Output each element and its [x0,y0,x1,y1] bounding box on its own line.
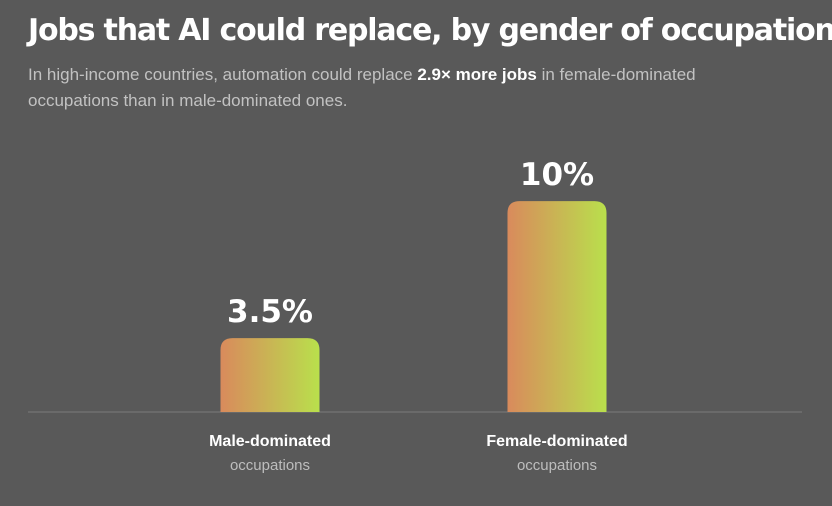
value-label: 3.5% [227,294,313,330]
category-label: Male-dominated [209,433,331,450]
bar-male-dominated [220,338,320,412]
subtitle-text-start: In high-income countries, automation cou… [28,65,418,84]
category-sublabel: occupations [517,457,597,474]
subtitle-text-end: in female-dominated occupations than in … [28,65,696,110]
chart-title: Jobs that AI could replace, by gender of… [28,13,832,48]
category-label: Female-dominated [486,433,627,450]
chart-subtitle: In high-income countries, automation cou… [28,62,728,114]
bar-female-dominated [507,201,607,412]
category-sublabel: occupations [230,457,310,474]
value-label: 10% [520,157,594,193]
subtitle-highlight: 2.9× more jobs [417,65,537,84]
